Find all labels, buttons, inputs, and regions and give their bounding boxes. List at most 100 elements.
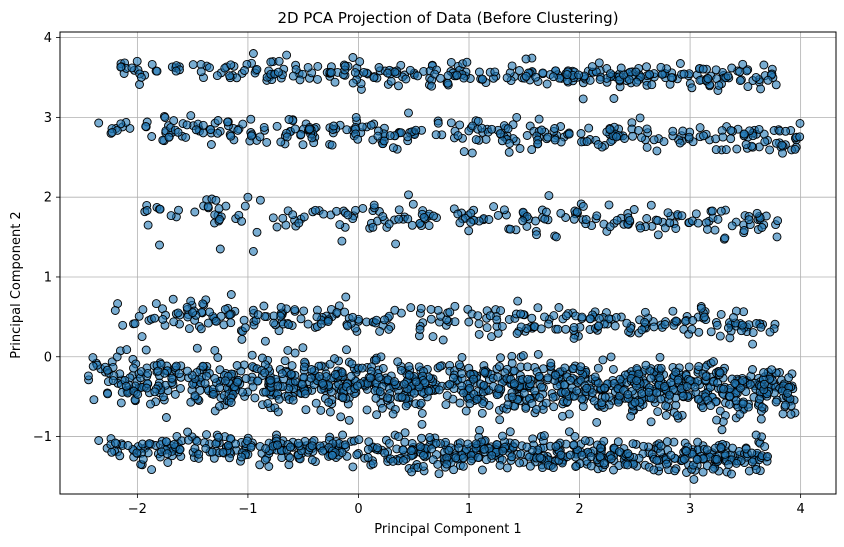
data-point (348, 462, 358, 472)
data-point (196, 324, 206, 334)
data-point (384, 219, 394, 229)
data-point (716, 443, 726, 452)
data-point (589, 396, 599, 406)
data-point (223, 117, 232, 127)
data-point (623, 449, 633, 458)
data-point (712, 454, 722, 464)
grid (60, 32, 836, 494)
data-point (248, 246, 258, 256)
data-point (459, 147, 469, 157)
data-point (581, 215, 591, 224)
data-point (290, 305, 300, 315)
data-point (546, 358, 556, 368)
data-point (398, 456, 408, 465)
data-point (543, 132, 553, 142)
data-point (556, 450, 566, 460)
data-point (585, 314, 595, 324)
data-point (143, 368, 153, 378)
data-point (751, 465, 761, 474)
data-point (494, 362, 504, 371)
data-point (403, 132, 413, 142)
data-point (358, 203, 368, 213)
data-point (623, 460, 633, 470)
data-point (572, 207, 582, 217)
data-point (107, 127, 117, 137)
data-point (521, 71, 531, 81)
data-point (605, 222, 615, 232)
data-point (318, 446, 328, 456)
data-point (598, 355, 608, 365)
data-point (232, 361, 242, 370)
data-point (226, 60, 236, 70)
data-point (551, 370, 560, 380)
data-point (592, 417, 602, 427)
data-point (760, 442, 770, 452)
data-point (226, 131, 236, 141)
data-point (343, 210, 353, 220)
data-point (661, 410, 671, 420)
data-point (173, 308, 183, 318)
data-point (142, 206, 152, 215)
data-point (757, 402, 767, 412)
data-point (462, 57, 472, 67)
data-point (695, 123, 705, 133)
data-point (682, 382, 692, 392)
data-point (667, 73, 676, 83)
data-point (514, 66, 524, 75)
data-point (184, 324, 194, 334)
data-point (495, 415, 505, 425)
data-point (118, 320, 128, 330)
data-point (641, 360, 651, 370)
data-point (426, 304, 436, 314)
data-point (215, 215, 225, 224)
data-point (191, 125, 201, 135)
data-point (272, 121, 282, 131)
data-point (632, 77, 642, 87)
data-point (192, 343, 202, 353)
data-point (675, 59, 685, 68)
data-point (751, 430, 761, 440)
data-point (296, 130, 306, 139)
data-point (649, 135, 659, 145)
data-point (480, 368, 490, 377)
data-point (252, 65, 262, 74)
data-point (141, 121, 151, 131)
data-point (454, 360, 464, 370)
data-point (252, 227, 262, 237)
data-point (606, 352, 616, 362)
data-point (494, 384, 504, 394)
data-point (259, 122, 269, 132)
data-point (645, 69, 654, 79)
data-point (445, 307, 455, 317)
data-point (161, 437, 171, 447)
data-point (144, 439, 154, 449)
data-point (348, 312, 358, 322)
data-point (357, 363, 367, 373)
data-point (428, 332, 438, 342)
data-point (484, 215, 494, 224)
data-point (718, 132, 728, 142)
data-point (212, 71, 222, 81)
data-point (534, 371, 544, 381)
data-point (276, 302, 286, 312)
y-tick-label: 2 (44, 191, 52, 206)
data-point (413, 71, 423, 81)
data-point (716, 206, 726, 216)
data-point (458, 388, 468, 398)
data-point (200, 378, 210, 388)
data-point (720, 233, 730, 243)
data-point (610, 321, 620, 331)
data-point (741, 140, 751, 149)
data-point (198, 361, 208, 371)
data-point (433, 118, 443, 128)
data-point (417, 419, 427, 429)
data-point (619, 70, 629, 80)
data-point (742, 66, 752, 76)
data-point (285, 442, 295, 452)
data-point (512, 329, 522, 338)
data-point (418, 461, 428, 471)
data-point (399, 379, 409, 389)
data-point (393, 357, 403, 367)
data-point (679, 69, 689, 79)
